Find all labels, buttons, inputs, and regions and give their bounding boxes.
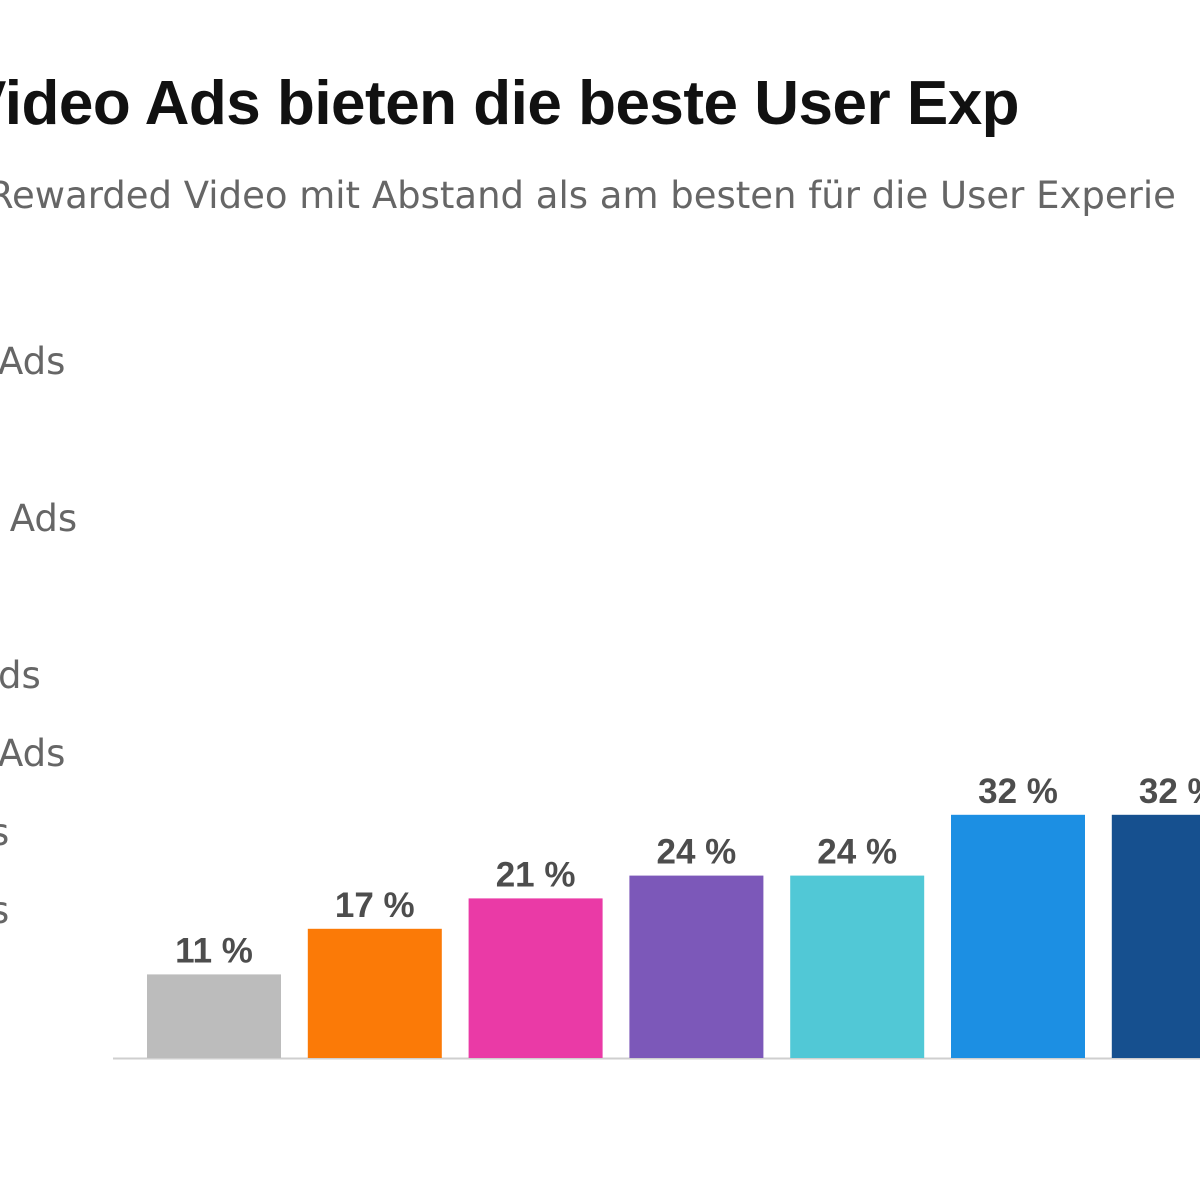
chart-title: Video Ads bieten die beste User Exp <box>0 69 1020 138</box>
bar-value-label-6: 32 % <box>978 772 1058 811</box>
legend: Ads Ads ds Ads s s <box>0 0 200 1000</box>
bar-1 <box>147 974 281 1058</box>
bar-value-label-5: 24 % <box>817 833 897 872</box>
bar-value-label-2: 17 % <box>335 886 415 925</box>
legend-entry-1: Ads <box>0 340 66 383</box>
bar-5 <box>790 875 925 1058</box>
bar-3 <box>468 898 603 1058</box>
bar-value-label-3: 21 % <box>496 855 576 894</box>
legend-entry-6: s <box>0 889 9 932</box>
legend-entry-5: s <box>0 811 9 854</box>
chart-subtitle: Rewarded Video mit Abstand als am besten… <box>0 174 1176 217</box>
legend-entry-3: ds <box>0 654 41 697</box>
bar-value-label-4: 24 % <box>657 833 737 872</box>
legend-entry-2: Ads <box>0 497 78 540</box>
bar-value-label-7: 32 % <box>1139 772 1200 811</box>
bar-6 <box>951 814 1085 1058</box>
bar-7 <box>1111 814 1200 1058</box>
bar-4 <box>629 875 764 1058</box>
bar-value-label-1: 11 % <box>175 931 253 970</box>
legend-entry-4: Ads <box>0 732 66 775</box>
bar-2 <box>307 928 442 1058</box>
